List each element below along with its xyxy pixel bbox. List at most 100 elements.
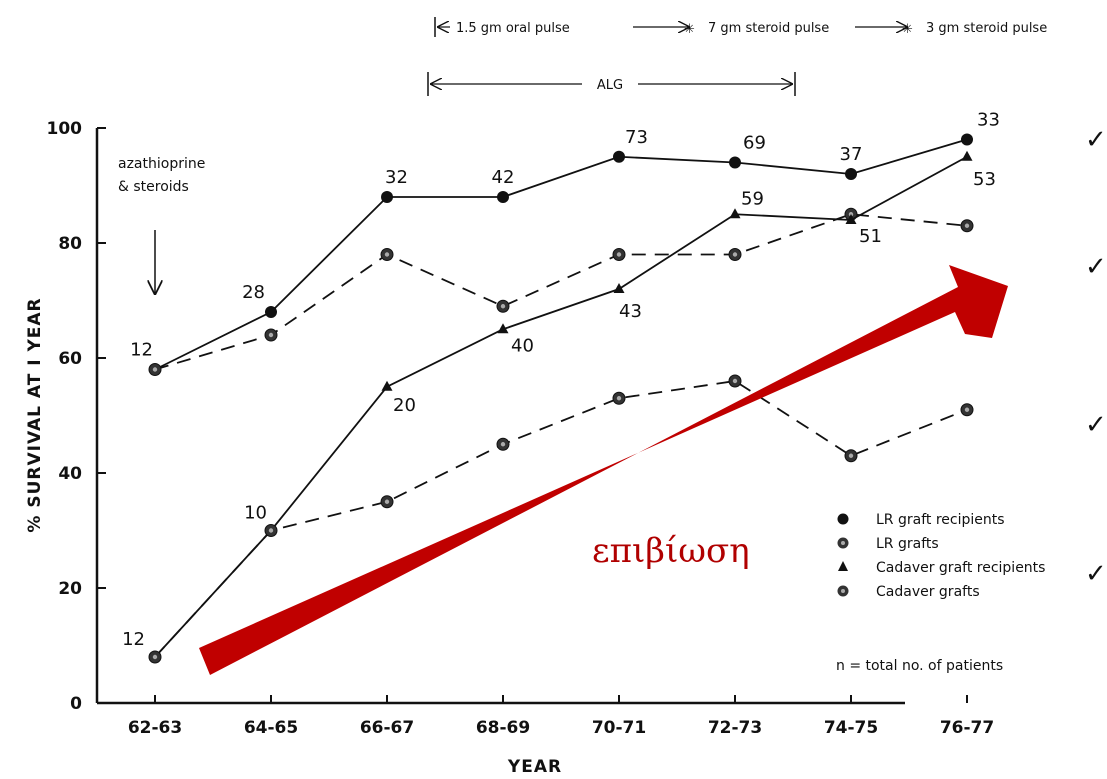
data-point [845,168,857,180]
y-ticks: 0 20 40 60 80 100 [47,119,106,714]
star-marker: ✳ [902,22,913,37]
treatment-timeline: 1.5 gm oral pulse ✳ 7 gm steroid pulse ✳… [427,17,1047,96]
x-axis-title: YEAR [507,757,562,777]
y-axis-title: % SURVIVAL AT I YEAR [25,297,45,532]
check-icon: ✓ [1085,410,1107,440]
series-3 [148,374,974,664]
x-tick-label: 64-65 [244,718,298,738]
data-point [729,156,741,169]
data-point-center [384,252,390,257]
x-tick-label: 72-73 [708,718,762,738]
data-label: 73 [625,127,648,148]
data-point-center [500,304,506,309]
data-label: 43 [619,301,642,322]
checkmarks: ✓ ✓ ✓ ✓ [1085,125,1107,589]
azathioprine-label: azathioprine [118,156,205,172]
legend-label: LR grafts [876,536,939,552]
data-label: 59 [741,188,764,209]
series-line [154,213,968,371]
legend-marker-center [841,589,845,593]
data-label: 42 [492,167,515,188]
x-tick-label: 66-67 [360,718,414,738]
series-0 [149,133,973,376]
steroid-pulse-3-label: 3 gm steroid pulse [926,21,1047,36]
data-point-center [964,407,970,412]
steroids-label: & steroids [118,179,189,195]
star-marker: ✳ [684,22,695,37]
data-label: 33 [977,110,1000,131]
check-icon: ✓ [1085,125,1107,155]
x-tick-label: 70-71 [592,718,646,738]
legend-label: Cadaver grafts [876,584,980,600]
azathioprine-annotation: azathioprine & steroids [118,156,205,295]
x-ticks: 62-63 64-65 66-67 68-69 70-71 72-73 74-75 76-77 [128,695,994,738]
data-point-center [500,442,506,447]
data-label: 69 [743,133,766,154]
series-line [154,380,968,658]
data-point-center [384,499,390,504]
check-icon: ✓ [1085,559,1107,589]
data-point [961,133,973,146]
data-label: 37 [840,144,863,165]
y-tick-label: 0 [70,694,82,714]
data-point-center [152,654,158,660]
series-layer [148,133,974,664]
data-point [497,191,509,203]
data-point [729,208,741,219]
data-point-center [616,396,622,401]
data-point [961,150,973,161]
data-point-center [732,378,738,384]
data-label: 32 [385,167,408,188]
data-point-center [848,453,854,458]
x-tick-label: 68-69 [476,718,530,738]
series-1 [148,207,974,376]
x-tick-label: 76-77 [940,718,994,738]
series-line [154,155,968,658]
data-point [613,150,625,163]
data-label: 10 [244,503,267,524]
y-tick-label: 80 [58,234,82,254]
data-point [613,283,625,293]
data-point [381,191,393,203]
data-label: 20 [393,395,416,416]
data-point [265,306,277,318]
data-point-center [152,367,158,372]
trend-overlay-arrow [199,265,1008,675]
oral-pulse-label: 1.5 gm oral pulse [456,21,570,36]
data-point-center [732,252,738,257]
data-point-center [616,252,622,257]
series-line [154,138,968,371]
legend-marker-center [841,541,845,545]
y-tick-label: 40 [58,464,82,484]
data-label: 51 [859,226,882,247]
data-label: 28 [242,282,265,303]
data-label-layer: 12 28 32 42 73 69 37 33 12 10 20 40 43 59 51 53 [122,110,1000,651]
legend-marker [837,513,849,525]
data-label: 12 [122,629,145,650]
legend: LR graft recipients LR grafts Cadaver graf… [837,512,1045,600]
data-label: 12 [130,340,153,361]
data-point [381,380,393,391]
legend-label: Cadaver graft recipients [876,560,1045,576]
data-point-center [964,223,970,228]
data-label: 53 [973,169,996,190]
y-tick-label: 60 [58,349,82,369]
x-tick-label: 62-63 [128,718,182,738]
overlay-word: επιβίωση [592,531,750,571]
legend-marker [838,561,848,571]
trend-arrow-shape [199,265,1008,675]
y-tick-label: 20 [58,579,82,599]
legend-label: LR graft recipients [876,512,1005,528]
y-tick-label: 100 [47,119,83,139]
alg-label: ALG [597,78,623,93]
check-icon: ✓ [1085,252,1107,282]
data-point-center [268,332,274,338]
x-tick-label: 74-75 [824,718,878,738]
axes [95,128,905,705]
data-label: 40 [511,335,534,356]
data-point [497,323,509,334]
series-2 [149,150,973,661]
steroid-pulse-7-label: 7 gm steroid pulse [708,21,829,36]
legend-note: n = total no. of patients [836,658,1003,674]
